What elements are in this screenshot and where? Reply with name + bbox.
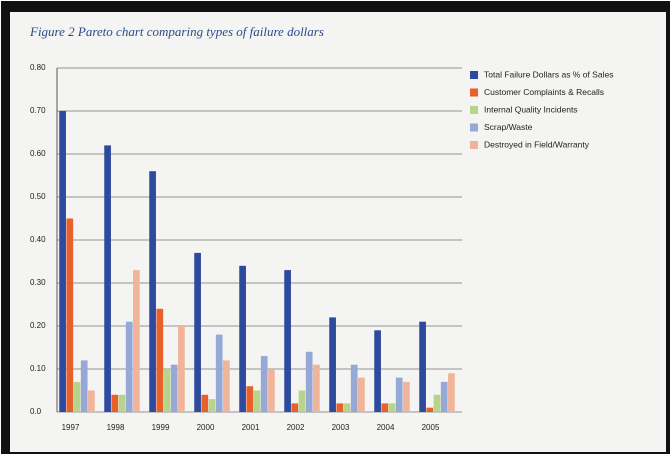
y-tick-label: 0.10 xyxy=(30,364,46,373)
bar xyxy=(403,382,410,412)
bar xyxy=(299,391,306,413)
bar xyxy=(313,365,320,412)
bar xyxy=(329,317,336,412)
bar xyxy=(201,395,208,412)
bar xyxy=(66,219,73,413)
legend-swatch xyxy=(470,71,478,79)
bar xyxy=(426,408,433,412)
bar xyxy=(374,330,381,412)
bar xyxy=(119,395,126,412)
legend-label: Destroyed in Field/Warranty xyxy=(484,139,590,149)
bar xyxy=(381,403,388,412)
legend-label: Total Failure Dollars as % of Sales xyxy=(484,69,613,79)
bar xyxy=(171,365,178,412)
bar xyxy=(156,309,163,412)
bar xyxy=(284,270,291,412)
bar xyxy=(358,378,365,412)
bar xyxy=(149,171,156,412)
legend-swatch xyxy=(470,141,478,149)
bar xyxy=(178,326,185,412)
bar xyxy=(216,335,223,412)
bar xyxy=(254,391,261,413)
y-tick-label: 0.40 xyxy=(30,235,46,244)
y-tick-label: 0.70 xyxy=(30,106,46,115)
bar xyxy=(104,145,111,412)
bar xyxy=(223,360,230,412)
legend-swatch xyxy=(470,124,478,132)
bar xyxy=(81,360,88,412)
bar xyxy=(194,253,201,412)
bar xyxy=(209,399,216,412)
x-tick-label: 2000 xyxy=(197,423,215,432)
x-tick-label: 1997 xyxy=(62,423,80,432)
x-tick-label: 2004 xyxy=(377,423,395,432)
bar xyxy=(261,356,268,412)
bar xyxy=(88,391,95,413)
y-tick-label: 0.60 xyxy=(30,149,46,158)
bar xyxy=(441,382,448,412)
bar xyxy=(74,382,81,412)
bar xyxy=(246,386,253,412)
bar xyxy=(59,111,66,412)
x-tick-label: 2003 xyxy=(332,423,350,432)
bar xyxy=(419,322,426,412)
bar xyxy=(344,403,351,412)
bar xyxy=(239,266,246,412)
bar xyxy=(336,403,343,412)
legend-swatch xyxy=(470,106,478,114)
chart-title: Figure 2 Pareto chart comparing types of… xyxy=(29,24,324,39)
y-tick-label: 0.20 xyxy=(30,321,46,330)
bar xyxy=(396,378,403,412)
legend-label: Scrap/Waste xyxy=(484,122,533,132)
legend-label: Internal Quality Incidents xyxy=(484,104,578,114)
bar xyxy=(133,270,140,412)
bar xyxy=(389,403,396,412)
legend-swatch xyxy=(470,89,478,97)
chart: Figure 2 Pareto chart comparing types of… xyxy=(0,0,671,455)
y-tick-label: 0.30 xyxy=(30,278,46,287)
bar xyxy=(164,369,171,412)
x-tick-label: 2002 xyxy=(287,423,305,432)
bar xyxy=(268,369,275,412)
bar xyxy=(111,395,118,412)
y-tick-label: 0.50 xyxy=(30,192,46,201)
x-tick-label: 1998 xyxy=(107,423,125,432)
bar xyxy=(434,395,441,412)
x-tick-label: 1999 xyxy=(152,423,170,432)
bar xyxy=(351,365,358,412)
x-tick-label: 2005 xyxy=(422,423,440,432)
y-tick-label: 0.0 xyxy=(30,407,42,416)
bar xyxy=(306,352,313,412)
x-tick-label: 2001 xyxy=(242,423,260,432)
bar xyxy=(126,322,133,412)
bar xyxy=(448,373,455,412)
bar xyxy=(291,403,298,412)
y-tick-label: 0.80 xyxy=(30,63,46,72)
legend-label: Customer Complaints & Recalls xyxy=(484,87,604,97)
